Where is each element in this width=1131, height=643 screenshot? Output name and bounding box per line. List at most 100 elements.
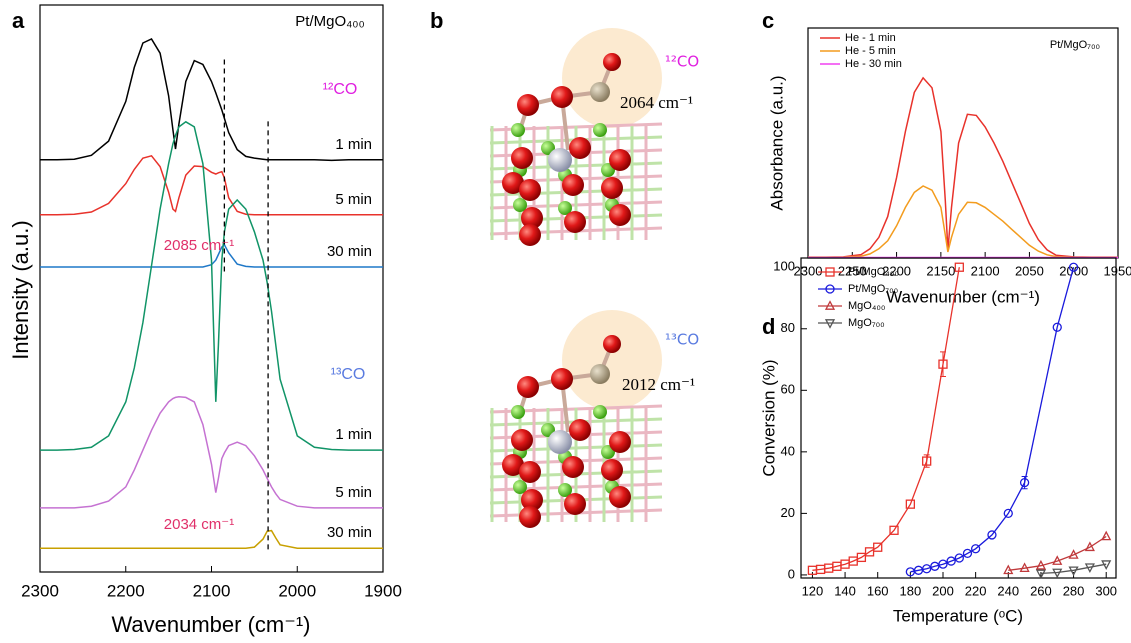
spectrum-line xyxy=(808,76,1118,258)
panel-letter: a xyxy=(12,8,25,33)
y-tick-label: 80 xyxy=(781,320,795,335)
atom xyxy=(511,147,533,169)
y-axis-label: Intensity (a.u.) xyxy=(8,220,33,359)
x-tick-label: 160 xyxy=(867,583,889,598)
data-point xyxy=(1019,477,1030,488)
x-tick-label: 260 xyxy=(1030,583,1052,598)
atom xyxy=(590,364,610,384)
x-tick-label: 2300 xyxy=(21,581,59,600)
atom xyxy=(590,82,610,102)
x-tick-label: 300 xyxy=(1095,583,1117,598)
data-point xyxy=(1084,541,1095,552)
data-point xyxy=(987,530,997,540)
y-axis-label: Conversion (%) xyxy=(759,359,778,476)
atom xyxy=(519,461,541,483)
atom xyxy=(564,211,586,233)
x-tick-label: 140 xyxy=(834,583,856,598)
atom xyxy=(521,489,543,511)
trace-label: 5 min xyxy=(335,191,372,208)
atom xyxy=(601,177,623,199)
atom xyxy=(562,174,584,196)
data-point xyxy=(1068,566,1079,577)
data-point xyxy=(962,548,973,559)
legend-marker xyxy=(825,284,835,294)
legend-label: Pt/MgO₇₀₀ xyxy=(848,283,898,295)
atom xyxy=(502,172,524,194)
spectrum-line xyxy=(40,154,383,216)
data-point xyxy=(922,456,932,466)
annotation: 2085 cm⁻¹ xyxy=(164,237,234,254)
x-tick-label: 2250 xyxy=(838,263,867,278)
spectrum-line xyxy=(40,120,383,451)
plot-frame xyxy=(800,257,1117,579)
x-tick-label: 2300 xyxy=(794,263,823,278)
x-axis-label: Temperature (ᵒC) xyxy=(893,606,1023,625)
atom xyxy=(513,480,527,494)
data-point xyxy=(930,561,940,571)
atom xyxy=(521,207,543,229)
legend-label: MgO₄₀₀ xyxy=(848,300,885,312)
atom xyxy=(548,430,572,454)
x-tick-label: 240 xyxy=(997,583,1019,598)
data-point xyxy=(856,552,867,563)
x-axis-label: Wavenumber (cm⁻¹) xyxy=(111,612,310,637)
x-tick-label: 200 xyxy=(932,583,954,598)
y-tick-label: 60 xyxy=(781,382,795,397)
atom xyxy=(519,179,541,201)
atom xyxy=(517,376,539,398)
data-point xyxy=(905,499,916,509)
panel-letter: c xyxy=(762,8,774,33)
annotation: ¹²CO xyxy=(665,53,699,71)
legend-marker xyxy=(825,267,835,277)
annotation: Pt/MgO₄₀₀ xyxy=(295,13,364,30)
atom xyxy=(558,201,572,215)
atom xyxy=(548,148,572,172)
trace-label: 30 min xyxy=(327,243,372,260)
atom xyxy=(541,141,555,155)
atom xyxy=(511,429,533,451)
data-point xyxy=(938,359,948,369)
legend-marker xyxy=(824,300,836,310)
data-point xyxy=(1084,563,1095,574)
atom xyxy=(517,94,539,116)
trace-label: 1 min xyxy=(335,426,372,443)
series-line xyxy=(1040,563,1107,575)
spectrum-line xyxy=(808,185,1118,259)
atom xyxy=(551,86,573,108)
data-point xyxy=(970,544,981,554)
panel-letter: b xyxy=(430,8,443,33)
x-tick-label: 2100 xyxy=(971,263,1000,278)
trace-label: 5 min xyxy=(335,484,372,501)
annotation: ¹³CO xyxy=(665,331,699,349)
data-point xyxy=(922,564,932,574)
annotation: 2064 cm⁻¹ xyxy=(620,93,693,112)
data-point xyxy=(1035,569,1046,580)
data-point xyxy=(1019,562,1030,573)
atom xyxy=(569,419,591,441)
atom xyxy=(511,405,525,419)
atom xyxy=(593,123,607,137)
co-halo xyxy=(562,310,662,410)
legend-label: He - 30 min xyxy=(845,58,902,70)
legend-label: He - 1 min xyxy=(845,32,896,44)
annotation: ¹²CO xyxy=(323,81,358,98)
atom xyxy=(609,204,631,226)
data-point xyxy=(1003,564,1014,575)
x-tick-label: 1950 xyxy=(1104,263,1131,278)
atom xyxy=(603,53,621,71)
spectrum-line xyxy=(40,529,383,549)
legend-marker xyxy=(824,319,836,329)
atom xyxy=(609,431,631,453)
x-tick-label: 220 xyxy=(965,583,987,598)
atom xyxy=(541,423,555,437)
atom xyxy=(609,486,631,508)
spectrum-line xyxy=(40,243,383,268)
spectrum-line xyxy=(40,396,383,509)
spectrum-line xyxy=(40,38,383,162)
data-point xyxy=(1052,555,1063,565)
y-axis-label: Absorbance (a.u.) xyxy=(767,75,786,210)
atom xyxy=(593,405,607,419)
x-tick-label: 280 xyxy=(1063,583,1085,598)
y-tick-label: 20 xyxy=(781,505,795,520)
